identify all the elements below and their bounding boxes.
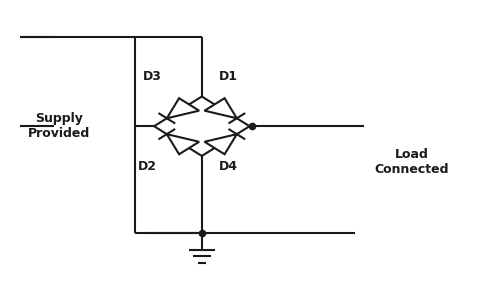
Text: D1: D1: [218, 70, 238, 83]
Text: Supply
Provided: Supply Provided: [27, 112, 90, 140]
Text: D2: D2: [137, 160, 156, 173]
Text: D4: D4: [218, 160, 238, 173]
Text: D3: D3: [143, 70, 161, 83]
Text: Load
Connected: Load Connected: [374, 148, 449, 176]
